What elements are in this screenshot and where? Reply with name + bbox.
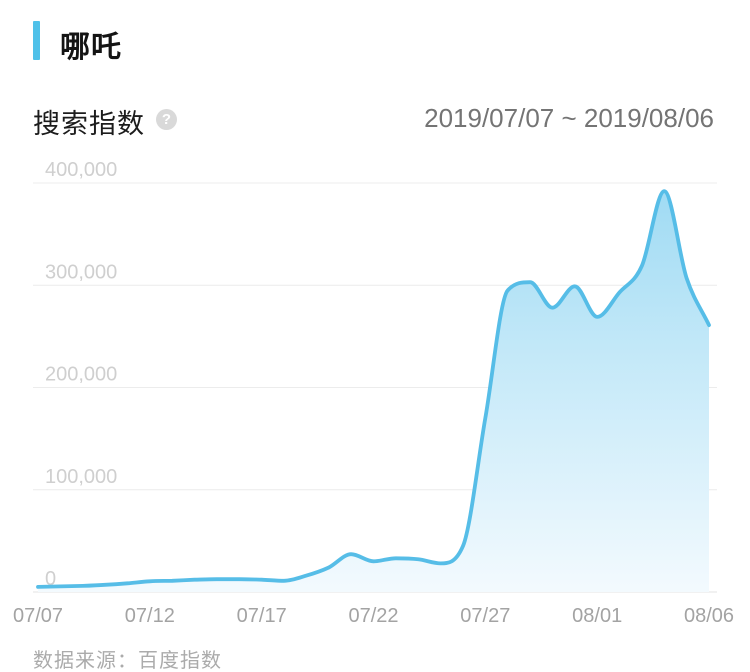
help-icon[interactable]: ?	[156, 109, 177, 130]
y-tick-label: 200,000	[45, 364, 117, 386]
y-axis-labels: 0 100,000 200,000 300,000 400,000	[45, 159, 117, 590]
x-tick-label: 07/12	[125, 605, 175, 627]
x-tick-label: 08/01	[572, 605, 622, 627]
x-tick-label: 07/22	[348, 605, 398, 627]
y-tick-label: 0	[45, 568, 56, 590]
x-tick-label: 08/06	[684, 605, 734, 627]
trend-line	[36, 189, 711, 589]
x-tick-label: 07/07	[13, 605, 63, 627]
date-range: 2019/07/07 ~ 2019/08/06	[424, 103, 714, 133]
x-tick-label: 07/17	[237, 605, 287, 627]
keyword-title: 哪吒	[60, 31, 122, 64]
metric-label: 搜索指数	[33, 109, 145, 139]
x-tick-label: 07/27	[460, 605, 510, 627]
y-tick-label: 400,000	[45, 159, 117, 181]
y-tick-label: 100,000	[45, 466, 117, 488]
y-tick-label: 300,000	[45, 261, 117, 283]
data-source: 数据来源：百度指数	[33, 650, 222, 672]
area-fill	[38, 191, 709, 592]
title-accent-bar	[33, 21, 40, 60]
search-index-area-chart: 0 100,000 200,000 300,000 400,000 07/07 07/12…	[13, 159, 734, 627]
x-axis-labels: 07/07 07/12 07/17 07/22 07/27 08/01 08/06	[13, 605, 734, 627]
